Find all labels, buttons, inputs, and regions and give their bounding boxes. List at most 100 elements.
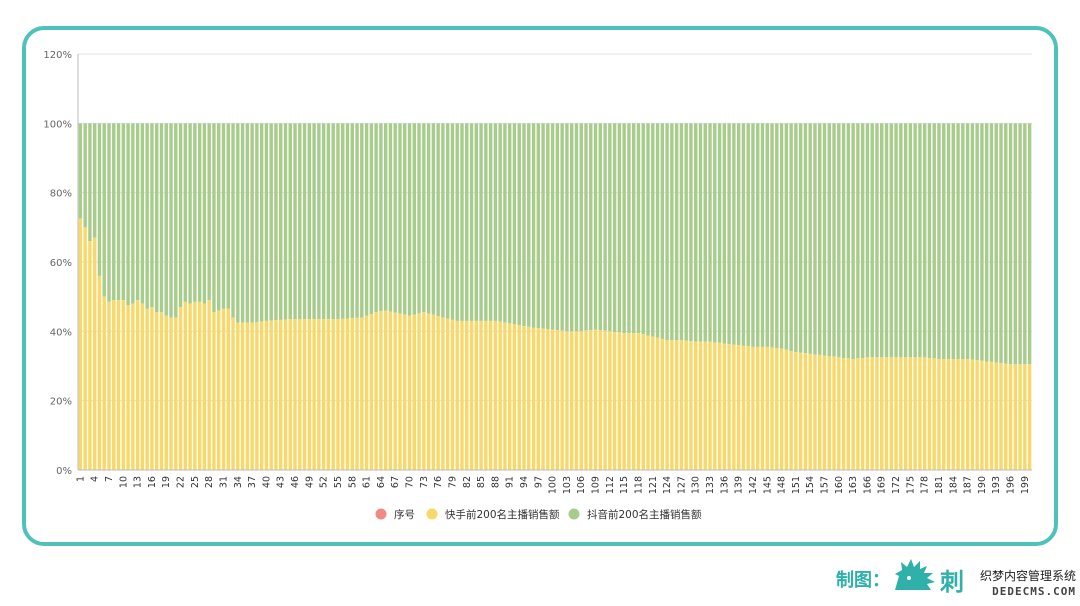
x-tick-label: 157 [820, 476, 831, 494]
bar-douyin [860, 123, 865, 359]
x-tick-label: 100 [548, 476, 559, 494]
bar-douyin [388, 123, 393, 312]
bar-douyin [651, 123, 655, 337]
bar-kuaishou [383, 310, 388, 470]
x-tick-label: 73 [419, 476, 430, 488]
bar-kuaishou [999, 363, 1003, 470]
bar-kuaishou [264, 320, 269, 470]
bar-douyin [608, 123, 612, 332]
bar-kuaishou [255, 321, 259, 470]
bar-kuaishou [507, 323, 512, 470]
watermark-line1: 织梦内容管理系统 [979, 569, 1076, 583]
x-tick-label: 151 [791, 476, 802, 494]
bar-kuaishou [889, 357, 894, 470]
bar-kuaishou [994, 362, 998, 470]
bar-kuaishou [965, 359, 970, 470]
bar-douyin [550, 123, 555, 330]
bar-kuaishou [364, 315, 369, 470]
bar-kuaishou [736, 345, 741, 470]
bar-douyin [398, 123, 402, 314]
bar-kuaishou [441, 317, 445, 470]
x-tick-label: 88 [490, 476, 501, 488]
x-tick-label: 31 [218, 476, 229, 488]
bar-douyin [1008, 123, 1013, 365]
x-tick-label: 169 [877, 476, 888, 494]
bar-douyin [393, 123, 397, 313]
bar-douyin [403, 123, 407, 315]
bar-douyin [751, 123, 755, 347]
bar-douyin [832, 123, 836, 357]
bar-kuaishou [717, 342, 722, 470]
bar-douyin [741, 123, 746, 346]
bar-kuaishou [894, 357, 898, 470]
bar-kuaishou [541, 328, 545, 470]
bar-kuaishou [188, 303, 192, 470]
bar-douyin [498, 123, 502, 322]
bar-kuaishou [92, 237, 97, 470]
bar-kuaishou [603, 330, 607, 470]
bar-douyin [107, 123, 111, 302]
bar-kuaishou [431, 314, 436, 470]
x-tick-label: 70 [405, 476, 416, 488]
bar-kuaishou [779, 348, 784, 470]
bar-douyin [321, 123, 326, 320]
bar-douyin [507, 123, 512, 324]
x-tick-label: 19 [161, 476, 172, 488]
bar-kuaishou [951, 359, 956, 470]
bar-kuaishou [927, 358, 932, 470]
bar-kuaishou [837, 357, 841, 470]
x-tick-label: 121 [648, 476, 659, 494]
bar-kuaishou [818, 354, 822, 470]
bar-kuaishou [283, 319, 288, 470]
bar-kuaishou [236, 322, 240, 470]
bar-kuaishou [827, 356, 831, 470]
bar-kuaishou [479, 320, 483, 470]
bar-douyin [717, 123, 722, 343]
bar-douyin [589, 123, 593, 331]
bar-kuaishou [775, 347, 779, 470]
bar-kuaishou [469, 320, 474, 470]
bar-douyin [765, 123, 769, 347]
bar-kuaishou [1018, 364, 1022, 470]
x-tick-label: 175 [905, 476, 916, 494]
x-tick-label: 154 [805, 476, 816, 494]
bar-douyin [1027, 123, 1032, 365]
y-tick-label: 0% [56, 466, 72, 477]
bar-douyin [159, 123, 164, 313]
bar-douyin [870, 123, 874, 358]
bar-douyin [331, 123, 335, 320]
x-tick-label: 76 [433, 476, 444, 488]
bar-kuaishou [579, 331, 583, 470]
bar-kuaishou [460, 320, 464, 470]
bar-kuaishou [908, 357, 913, 470]
bar-douyin [426, 123, 431, 314]
bar-douyin [493, 123, 498, 321]
bar-kuaishou [412, 314, 417, 470]
bar-kuaishou [527, 326, 531, 470]
x-tick-label: 7 [104, 476, 115, 482]
x-tick-label: 61 [362, 476, 373, 488]
bar-douyin [250, 123, 254, 323]
x-tick-label: 142 [748, 476, 759, 494]
bar-douyin [798, 123, 803, 353]
bar-douyin [775, 123, 779, 348]
bar-kuaishou [417, 313, 421, 470]
x-tick-label: 196 [1006, 476, 1017, 494]
bar-douyin [989, 123, 994, 362]
bar-kuaishou [183, 301, 188, 470]
x-tick-label: 1 [75, 476, 86, 482]
bar-douyin [703, 123, 707, 342]
bar-kuaishou [660, 338, 665, 470]
x-tick-label: 46 [290, 476, 301, 488]
bar-douyin [593, 123, 598, 330]
bar-kuaishou [226, 308, 230, 470]
bar-douyin [889, 123, 894, 358]
bar-kuaishou [178, 307, 183, 470]
bar-douyin [112, 123, 116, 301]
bar-kuaishou [169, 317, 173, 470]
bar-douyin [760, 123, 765, 347]
bar-kuaishou [770, 347, 774, 470]
bar-kuaishou [846, 358, 851, 470]
bar-kuaishou [813, 354, 817, 470]
bar-douyin [894, 123, 898, 358]
